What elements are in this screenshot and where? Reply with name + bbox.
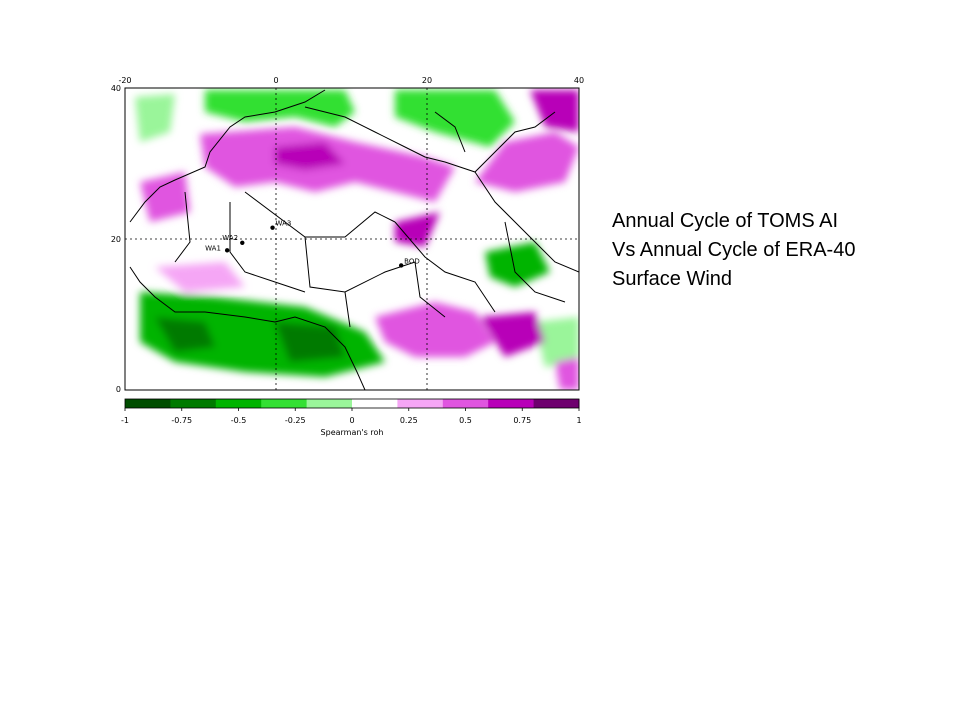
station-label: BOD	[404, 257, 420, 265]
colorbar-cell	[306, 399, 353, 408]
station-label: WA2	[222, 234, 238, 242]
station-marker	[240, 240, 245, 245]
colorbar-tick-label: 1	[576, 416, 581, 425]
colorbar-cell	[352, 399, 398, 408]
colorbar-cell	[125, 399, 171, 408]
colorbar-tick-label: -0.5	[231, 416, 247, 425]
colorbar-tick-label: 0.25	[400, 416, 418, 425]
colorbar-ticks: -1 -0.75 -0.5 -0.25 0 0.25 0.5 0.75 1	[121, 408, 582, 425]
longitude-ticks: -20 0 20 40	[118, 76, 584, 85]
station-label: WA1	[205, 244, 221, 252]
lat-tick-label: 0	[116, 385, 121, 394]
caption-line-1: Annual Cycle of TOMS AI	[612, 210, 839, 232]
caption-line-3: Surface Wind	[612, 268, 733, 290]
country-borders	[129, 89, 579, 390]
lon-tick-label: -20	[118, 76, 131, 85]
map-frame	[124, 87, 580, 391]
colorbar-cell	[215, 399, 262, 408]
station-marker	[224, 248, 230, 253]
colorbar-cell	[533, 399, 580, 408]
colorbar-cell	[442, 399, 489, 408]
colorbar-tick-label: 0.75	[513, 416, 531, 425]
colorbar-tick-label: -1	[121, 416, 129, 425]
latitude-ticks: 40 20 0	[111, 84, 121, 394]
colorbar-cell	[261, 399, 308, 408]
correlation-field	[135, 90, 579, 390]
figure-caption: Annual Cycle of TOMS AI Vs Annual Cycle …	[612, 207, 932, 294]
map-panel	[125, 88, 579, 390]
colorbar-cell	[488, 399, 535, 408]
colorbar-cells	[125, 399, 580, 408]
station-label: WA3	[276, 220, 292, 228]
colorbar-tick-label: 0	[349, 416, 354, 425]
lat-tick-label: 20	[111, 235, 121, 244]
colorbar-tick-label: -0.25	[285, 416, 306, 425]
lat-tick-label: 40	[111, 84, 121, 93]
colorbar-cell	[170, 399, 217, 408]
lon-tick-label: 0	[273, 76, 278, 85]
lon-tick-label: 40	[574, 76, 584, 85]
colorbar: -1 -0.75 -0.5 -0.25 0 0.25 0.5 0.75 1 Spearman's…	[121, 398, 582, 437]
station-marker	[398, 263, 404, 268]
station-marker	[270, 225, 275, 230]
colorbar-label: Spearman's roh	[321, 428, 384, 437]
caption-line-2: Vs Annual Cycle of ERA-40	[612, 239, 856, 261]
colorbar-cell	[397, 399, 444, 408]
lon-tick-label: 20	[422, 76, 432, 85]
colorbar-tick-label: -0.75	[171, 416, 192, 425]
graticule	[125, 88, 579, 390]
colorbar-tick-label: 0.5	[459, 416, 472, 425]
